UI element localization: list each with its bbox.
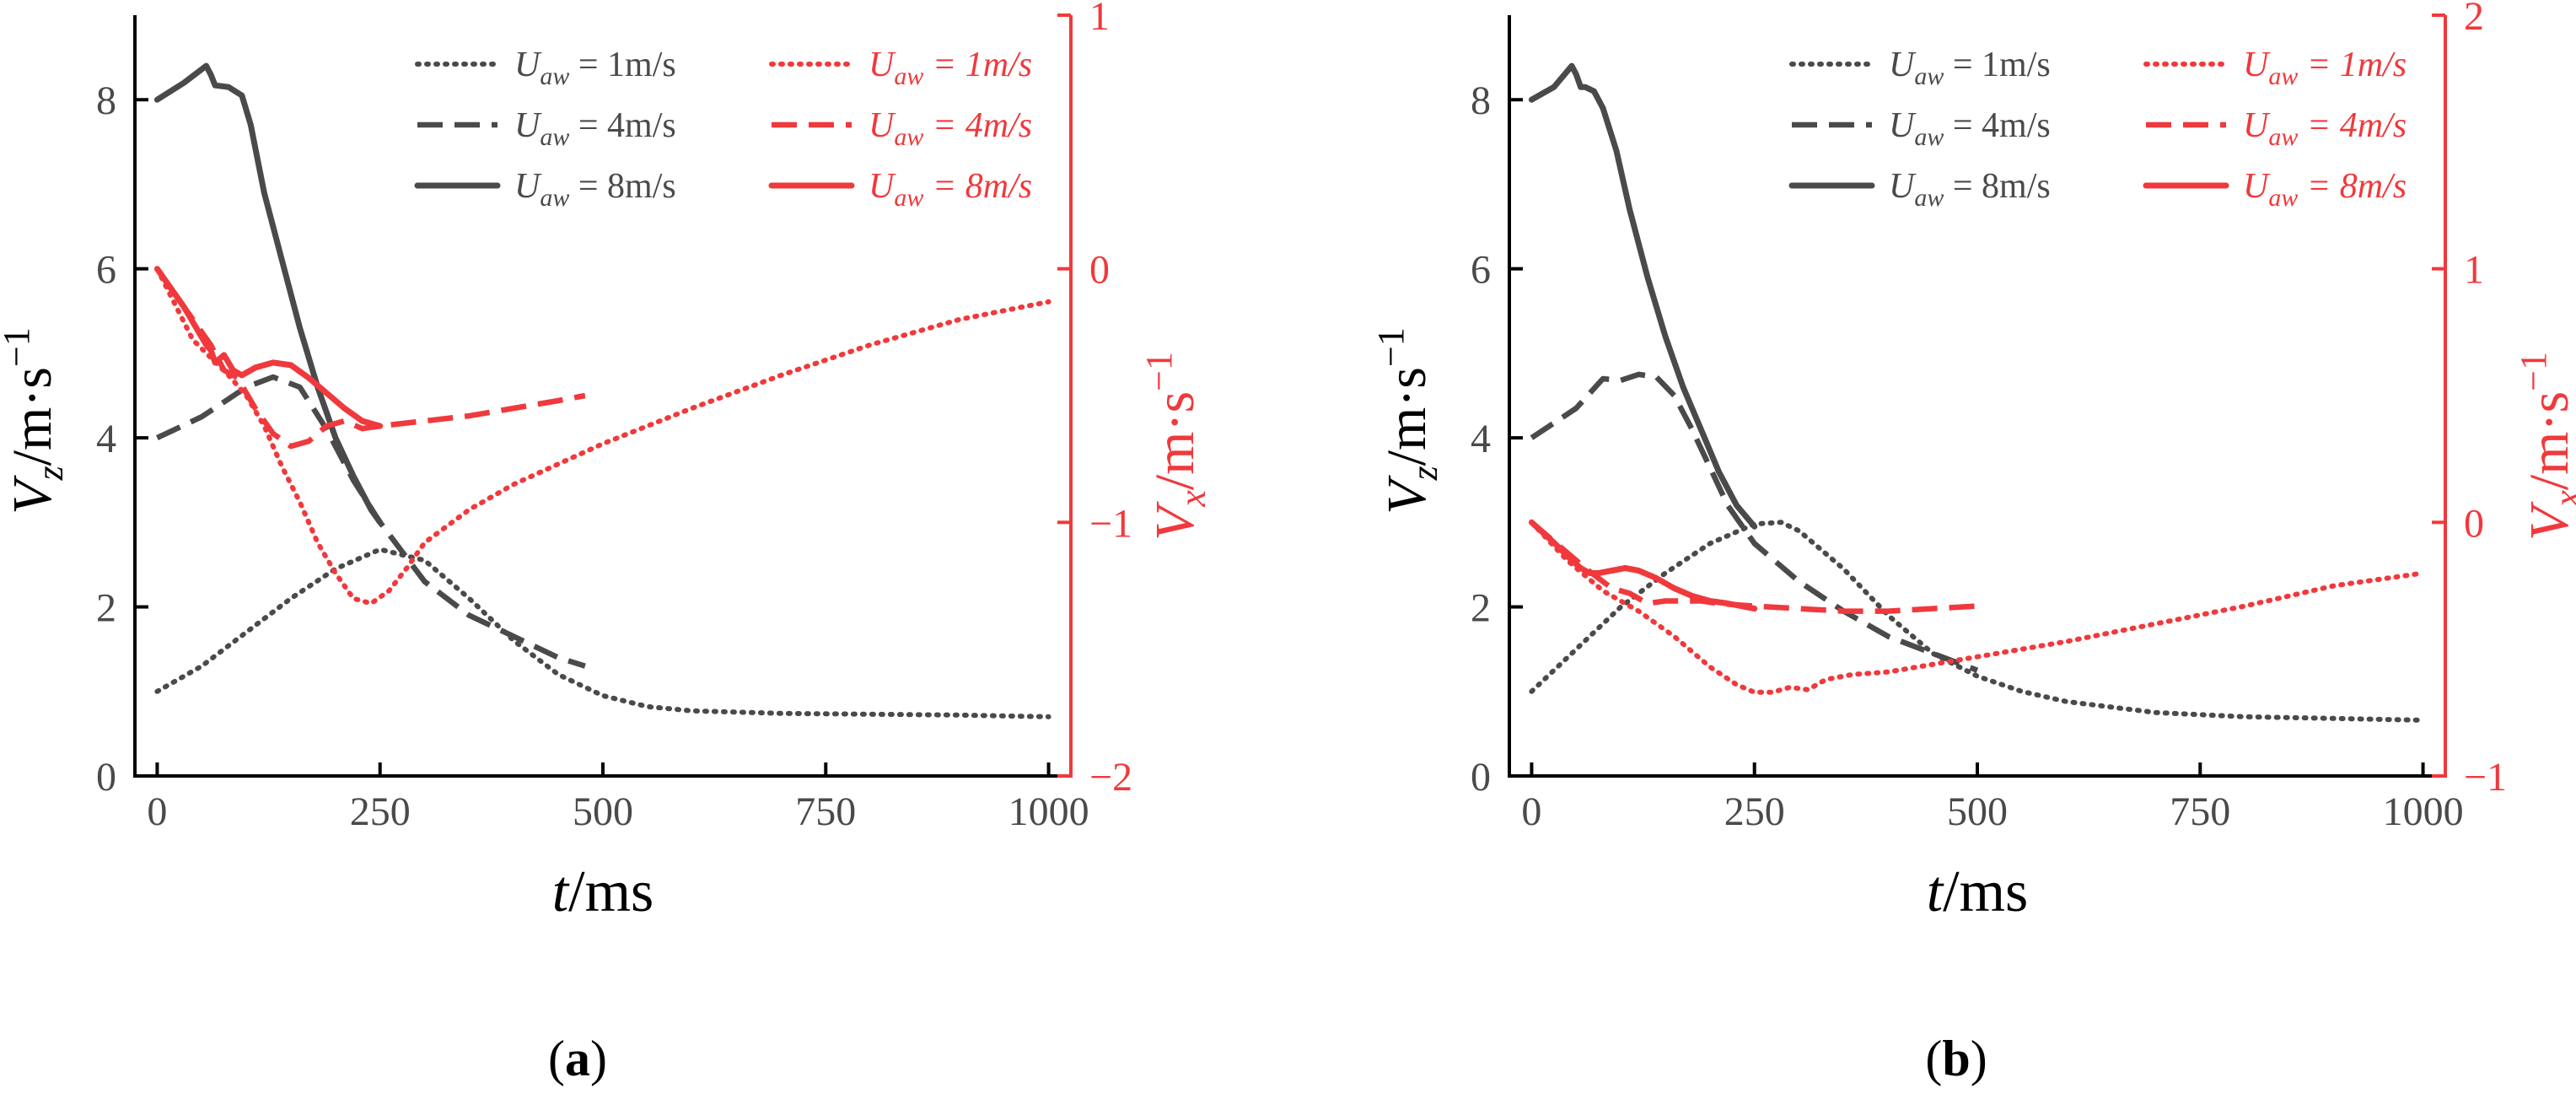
y2-tick-label: 1 bbox=[1089, 0, 1110, 39]
y2-axis-title: Vx/m·s−1 bbox=[1138, 352, 1213, 541]
series-line-vx-dotted bbox=[1529, 520, 2426, 695]
legend-label-vz: Uaw = 1m/s bbox=[514, 46, 676, 90]
series-line-vz-solid bbox=[1528, 62, 1758, 530]
x-tick-label: 0 bbox=[1521, 789, 1541, 834]
x-tick-label: 0 bbox=[147, 789, 167, 834]
series-line-vx-dashed bbox=[1530, 520, 1978, 614]
series-line-vx-dotted bbox=[154, 266, 1051, 606]
y-axis-title: Vz/m·s−1 bbox=[0, 327, 71, 514]
y2-tick-label: −1 bbox=[2464, 755, 2507, 800]
y-tick-label: 4 bbox=[96, 417, 116, 461]
series-line-vz-dotted bbox=[154, 547, 1051, 719]
series-line-vz-dashed bbox=[156, 374, 586, 669]
y-axis-title: Vz/m·s−1 bbox=[1370, 327, 1445, 514]
legend-label-vx: Uaw = 4m/s bbox=[869, 106, 1032, 151]
legend-label-vz: Uaw = 8m/s bbox=[1889, 167, 2051, 212]
y-tick-label: 4 bbox=[1471, 417, 1491, 461]
y2-tick-label: 0 bbox=[2464, 501, 2484, 546]
legend-label-vz: Uaw = 4m/s bbox=[514, 106, 676, 151]
series-line-vz-dotted bbox=[1529, 520, 2426, 723]
legend: Uaw = 1m/s Uaw = 4m/s Uaw = 8m/s Uaw = 1m/s… bbox=[1788, 46, 2407, 212]
legend-label-vz: Uaw = 8m/s bbox=[514, 167, 676, 212]
y2-axis-title: Vx/m·s−1 bbox=[2513, 352, 2576, 541]
legend-label-vx: Uaw = 8m/s bbox=[2243, 167, 2407, 212]
panel-caption: (a) bbox=[548, 1031, 607, 1086]
y-tick-label: 6 bbox=[96, 248, 116, 293]
y-tick-label: 6 bbox=[1471, 248, 1491, 293]
y2-tick-label: 0 bbox=[1089, 248, 1110, 293]
y2-tick-label: −2 bbox=[1089, 755, 1132, 800]
y2-tick-label: 1 bbox=[2464, 248, 2484, 293]
x-tick-label: 500 bbox=[1947, 789, 2008, 834]
panel-b: 0 250 500 750 1000 0 2 4 6 8 −1 0 1 2 t/ms Vz/m·s−1 Vx/m… bbox=[1370, 0, 2576, 1086]
x-axis-title: t/ms bbox=[1927, 859, 2029, 924]
x-tick-label: 750 bbox=[2170, 789, 2230, 834]
series-line-vx-solid bbox=[1528, 519, 1758, 612]
legend-label-vz: Uaw = 1m/s bbox=[1889, 46, 2051, 90]
series-line-vx-solid bbox=[153, 266, 384, 429]
panel-a: 0 250 500 750 1000 0 2 4 6 8 −2 −1 0 1 t/ms Vz/m·s−1 Vx/… bbox=[0, 0, 1213, 1086]
y-tick-label: 2 bbox=[96, 586, 116, 631]
x-axis-title: t/ms bbox=[552, 859, 654, 924]
x-tick-label: 250 bbox=[1724, 789, 1785, 834]
y-tick-label: 8 bbox=[96, 78, 116, 123]
y-tick-label: 8 bbox=[1471, 78, 1491, 123]
x-tick-label: 250 bbox=[350, 789, 411, 834]
legend: Uaw = 1m/s Uaw = 4m/s Uaw = 8m/s Uaw = 1m/s… bbox=[414, 46, 1032, 212]
legend-label-vx: Uaw = 8m/s bbox=[869, 167, 1032, 212]
legend-label-vx: Uaw = 1m/s bbox=[869, 46, 1032, 90]
x-tick-label: 1000 bbox=[1008, 789, 1089, 834]
legend-label-vx: Uaw = 4m/s bbox=[2243, 106, 2407, 151]
y2-tick-label: 2 bbox=[2464, 0, 2484, 39]
panel-caption: (b) bbox=[1925, 1031, 1987, 1086]
series-line-vz-solid bbox=[153, 62, 384, 525]
x-tick-label: 1000 bbox=[2383, 789, 2464, 834]
x-tick-label: 500 bbox=[573, 789, 633, 834]
y-tick-label: 2 bbox=[1471, 586, 1491, 631]
series-line-vx-dashed bbox=[154, 267, 586, 450]
y2-tick-label: −1 bbox=[1089, 501, 1132, 546]
legend-label-vz: Uaw = 4m/s bbox=[1889, 106, 2051, 151]
x-tick-label: 750 bbox=[795, 789, 856, 834]
legend-label-vx: Uaw = 1m/s bbox=[2243, 46, 2407, 90]
y-tick-label: 0 bbox=[96, 755, 116, 800]
y-tick-label: 0 bbox=[1471, 755, 1491, 800]
series-line-vz-dashed bbox=[1530, 371, 1979, 673]
